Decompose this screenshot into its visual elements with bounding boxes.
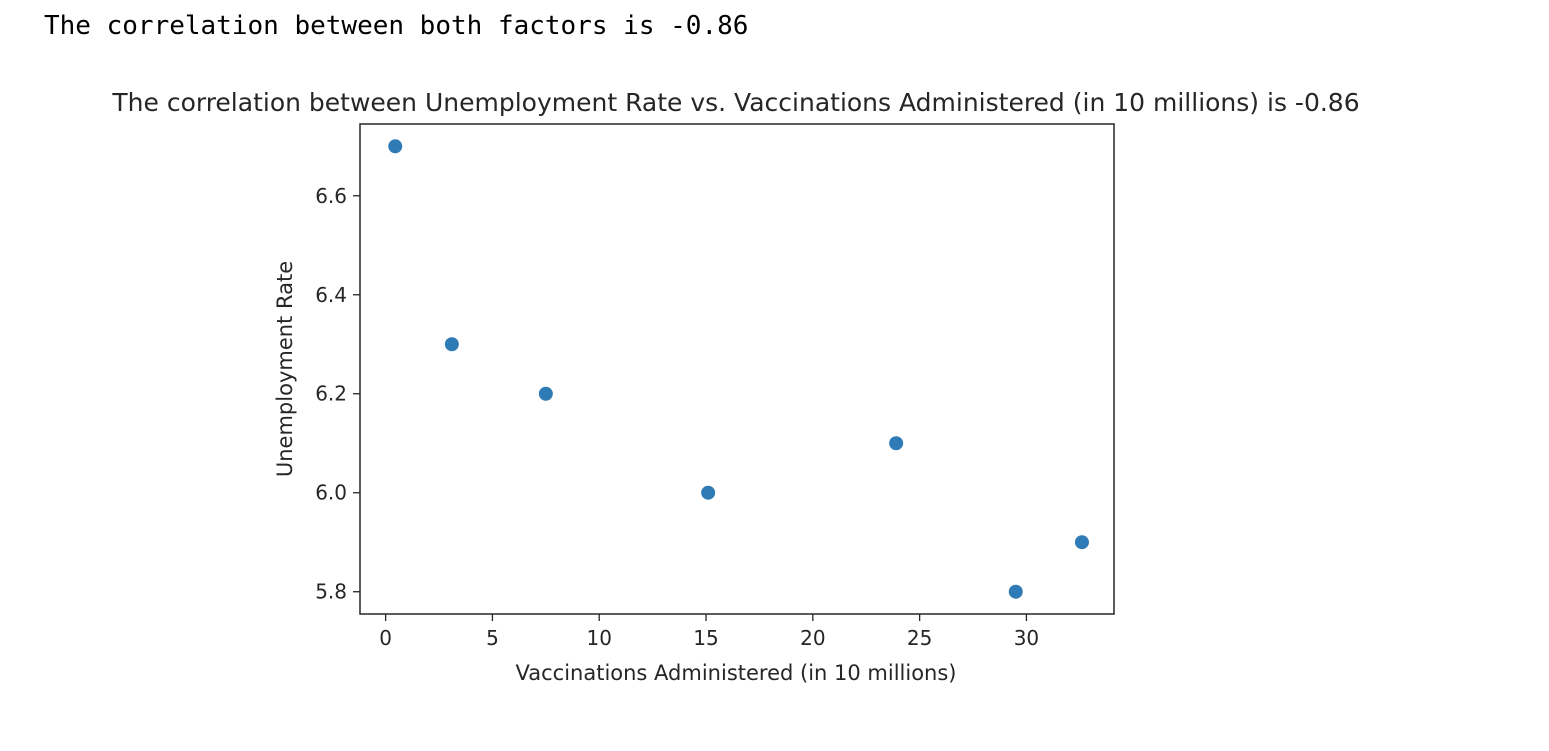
y-tick-label: 5.8: [315, 580, 347, 604]
data-points: [387, 138, 1090, 600]
data-point: [387, 138, 404, 155]
data-point: [1007, 583, 1024, 600]
y-tick-label: 6.0: [315, 481, 347, 505]
data-point: [700, 484, 717, 501]
data-point: [537, 385, 554, 402]
x-tick-label: 20: [800, 626, 825, 650]
plot-frame: [359, 123, 1115, 615]
data-point: [443, 336, 460, 353]
y-axis-label: Unemployment Rate: [273, 261, 297, 477]
x-tick-label: 15: [693, 626, 718, 650]
x-tick-label: 5: [486, 626, 499, 650]
x-tick-label: 0: [379, 626, 392, 650]
x-axis-ticks: 0 5 10 15 20 25 30: [379, 614, 1039, 650]
data-point: [1073, 534, 1090, 551]
x-tick-label: 10: [587, 626, 612, 650]
y-axis-ticks: 5.8 6.0 6.2 6.4 6.6: [315, 184, 360, 604]
x-tick-label: 25: [907, 626, 932, 650]
y-tick-label: 6.6: [315, 184, 347, 208]
data-point: [888, 435, 905, 452]
chart-title: The correlation between Unemployment Rat…: [111, 88, 1359, 117]
x-tick-label: 30: [1014, 626, 1039, 650]
x-axis-label: Vaccinations Administered (in 10 million…: [516, 661, 957, 685]
y-tick-label: 6.2: [315, 382, 347, 406]
cell-output-text: The correlation between both factors is …: [44, 11, 749, 41]
y-tick-label: 6.4: [315, 283, 347, 307]
